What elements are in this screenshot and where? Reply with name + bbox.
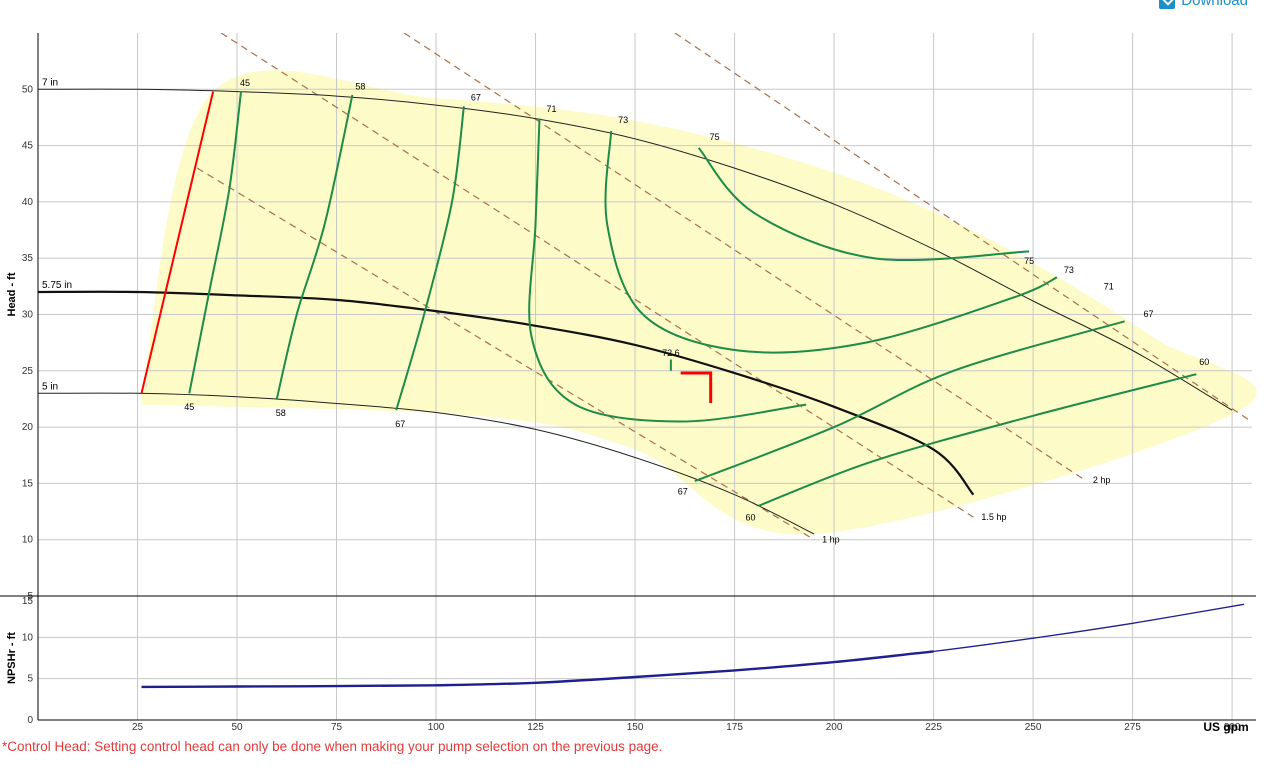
head-y-tick-label: 10 [22, 535, 34, 546]
x-tick-label: 75 [331, 722, 343, 733]
efficiency-label: 60 [745, 513, 755, 523]
efficiency-label: 75 [1024, 256, 1034, 266]
control-head-footnote: *Control Head: Setting control head can … [2, 739, 663, 754]
x-tick-label: 225 [925, 722, 942, 733]
impeller-label: 5.75 in [42, 280, 72, 291]
power-line-label: 1 hp [822, 535, 840, 545]
efficiency-label: 67 [471, 93, 481, 103]
efficiency-contour [395, 106, 465, 411]
efficiency-label: 73 [618, 115, 628, 125]
power-line [220, 33, 974, 518]
efficiency-label: 75 [710, 132, 720, 142]
power-line [403, 33, 1086, 481]
efficiency-contour [694, 320, 1125, 483]
control-head-marker [680, 371, 713, 404]
min-flow-line [140, 91, 215, 394]
download-button[interactable]: Download [1159, 0, 1248, 9]
x-tick-label: 25 [132, 722, 144, 733]
impeller-label: 7 in [42, 77, 58, 88]
impeller-curve [38, 290, 975, 496]
efficiency-contour [604, 130, 1058, 354]
head-axis-label: Head - ft [6, 272, 18, 316]
x-tick-label: 125 [527, 722, 544, 733]
npsh-y-tick-label: 15 [22, 596, 34, 607]
efficiency-label: 71 [546, 104, 556, 114]
head-y-tick-label: 35 [22, 253, 34, 264]
npsh-axis-label: NPSHr - ft [6, 632, 18, 684]
efficiency-contour [275, 94, 354, 400]
power-line-label: 1.5 hp [981, 512, 1006, 522]
download-icon [1159, 0, 1176, 9]
efficiency-contour [528, 118, 807, 423]
head-y-tick-label: 25 [22, 366, 34, 377]
head-clip-group [38, 33, 1252, 541]
power-line-label: 2 hp [1093, 475, 1111, 485]
npsh-y-tick-label: 10 [22, 632, 34, 643]
efficiency-label: 58 [355, 81, 365, 91]
power-line [196, 167, 815, 541]
efficiency-label: 67 [395, 419, 405, 429]
head-y-tick-label: 30 [22, 310, 34, 321]
pump-curve-chart: 2550751001251501752002252502753005101520… [0, 33, 1257, 734]
efficiency-label: 45 [184, 402, 194, 412]
head-y-tick-label: 40 [22, 197, 34, 208]
x-tick-label: 150 [627, 722, 644, 733]
efficiency-label: 60 [1199, 357, 1209, 367]
efficiency-label: 67 [678, 487, 688, 497]
efficiency-contour [188, 91, 242, 394]
efficiency-label: 58 [276, 408, 286, 418]
npsh-curve-selected [141, 650, 934, 689]
impeller-curve [38, 392, 815, 535]
impeller-label: 5 in [42, 381, 58, 392]
download-label: Download [1181, 0, 1248, 9]
efficiency-label: 67 [1144, 309, 1154, 319]
x-tick-label: 175 [726, 722, 743, 733]
head-y-tick-label: 20 [22, 422, 34, 433]
head-y-tick-label: 50 [22, 84, 34, 95]
efficiency-contour [758, 373, 1197, 507]
best-efficiency-label: 72.6 [662, 348, 680, 358]
x-tick-label: 100 [428, 722, 445, 733]
x-axis-label: US gpm [1203, 720, 1248, 734]
x-tick-label: 200 [826, 722, 843, 733]
x-tick-label: 250 [1025, 722, 1042, 733]
operating-region [141, 70, 1257, 535]
x-tick-label: 50 [231, 722, 243, 733]
npsh-curve [141, 603, 1245, 688]
x-tick-label: 300 [1224, 722, 1241, 733]
head-y-tick-label: 45 [22, 141, 34, 152]
head-y-tick-label: 15 [22, 478, 34, 489]
npsh-y-tick-label: 0 [27, 715, 33, 726]
efficiency-label: 45 [240, 78, 250, 88]
x-tick-label: 275 [1124, 722, 1141, 733]
efficiency-contour [697, 147, 1030, 262]
npsh-y-tick-label: 5 [27, 674, 33, 685]
efficiency-label: 73 [1064, 265, 1074, 275]
efficiency-label: 71 [1104, 282, 1114, 292]
